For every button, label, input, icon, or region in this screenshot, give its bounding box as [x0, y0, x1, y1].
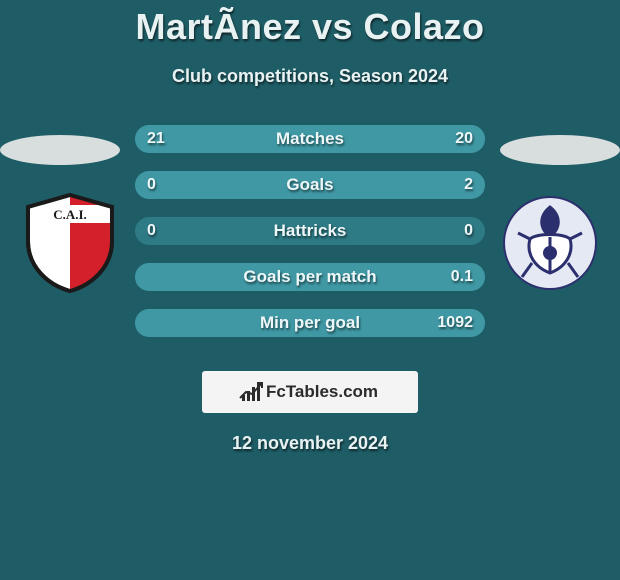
page-title: MartÃ­nez vs Colazo — [0, 0, 620, 48]
stat-label: Goals per match — [135, 263, 485, 291]
stat-row: Goals per match0.1 — [135, 263, 485, 291]
club-right-shield-icon — [500, 193, 600, 293]
stat-row: Goals0 2 — [135, 171, 485, 199]
stat-value-right: 1092 — [437, 309, 473, 337]
comparison-body: C.A.I. Matches2120Goals02Hattricks00Goal… — [0, 125, 620, 355]
comparison-infographic: MartÃ­nez vs Colazo Club competitions, S… — [0, 0, 620, 580]
stat-label: Min per goal — [135, 309, 485, 337]
fctables-bars-icon — [242, 383, 260, 401]
club-left-badge: C.A.I. — [20, 193, 120, 293]
club-right-badge — [500, 193, 600, 293]
stat-value-left: 0 — [147, 171, 156, 199]
stat-label: Matches — [135, 125, 485, 153]
infographic-date: 12 november 2024 — [0, 433, 620, 454]
fctables-trend-icon — [239, 381, 265, 401]
page-subtitle: Club competitions, Season 2024 — [0, 66, 620, 87]
club-left-shield-icon: C.A.I. — [20, 193, 120, 293]
stats-panel: Matches2120Goals02Hattricks00Goals per m… — [135, 125, 485, 355]
player-left-photo-placeholder — [0, 135, 120, 165]
stat-value-left: 0 — [147, 217, 156, 245]
stat-label: Hattricks — [135, 217, 485, 245]
stat-value-left: 21 — [147, 125, 165, 153]
stat-value-right: 20 — [455, 125, 473, 153]
stat-row: Min per goal1092 — [135, 309, 485, 337]
club-left-initials: C.A.I. — [53, 207, 87, 222]
stat-value-right: 0.1 — [451, 263, 473, 291]
stat-label: Goals — [135, 171, 485, 199]
stat-row: Hattricks0 0 — [135, 217, 485, 245]
footer-logo-text: FcTables.com — [266, 382, 378, 402]
stat-value-right: 2 — [464, 171, 473, 199]
footer-logo: FcTables.com — [202, 371, 418, 413]
player-right-photo-placeholder — [500, 135, 620, 165]
stat-value-right: 0 — [464, 217, 473, 245]
stat-row: Matches21 20 — [135, 125, 485, 153]
